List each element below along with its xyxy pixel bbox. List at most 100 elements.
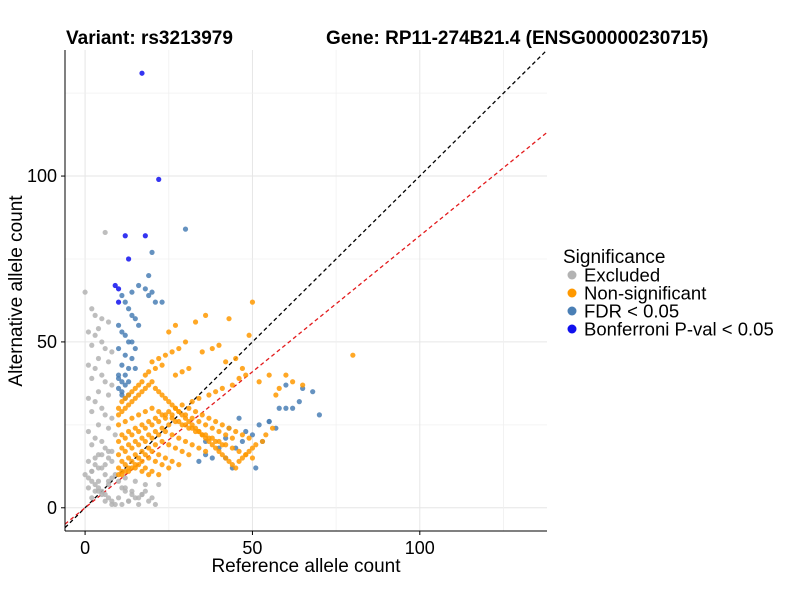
point-non-significant [179, 422, 185, 428]
point-non-significant [159, 392, 165, 398]
legend-label: Non-significant [584, 283, 706, 304]
point-non-significant [179, 448, 185, 454]
point-non-significant [139, 458, 145, 464]
point-non-significant [236, 458, 242, 464]
point-excluded [132, 478, 138, 484]
point-non-significant [132, 385, 138, 391]
point-non-significant [166, 408, 172, 415]
point-non-significant [166, 422, 172, 428]
point-excluded [102, 445, 108, 451]
point-non-significant [156, 355, 162, 362]
point-non-significant [196, 395, 202, 401]
point-non-significant [139, 379, 145, 385]
point-non-significant [136, 462, 142, 468]
point-non-significant [139, 389, 145, 395]
point-excluded [89, 442, 95, 448]
point-excluded [112, 432, 118, 438]
point-excluded [152, 501, 158, 508]
point-fdr-0-05 [149, 249, 155, 255]
point-non-significant [219, 385, 225, 391]
point-non-significant [149, 468, 155, 474]
chart-title-variant: Variant: rs3213979 [66, 28, 233, 49]
point-non-significant [236, 375, 242, 382]
point-excluded [102, 472, 108, 478]
legend-key [567, 270, 577, 280]
point-non-significant [115, 438, 122, 445]
point-non-significant [179, 402, 185, 408]
point-excluded [85, 362, 92, 368]
point-non-significant [216, 342, 222, 348]
point-non-significant [269, 425, 276, 431]
point-excluded [99, 316, 105, 322]
point-excluded [102, 345, 108, 352]
point-non-significant [196, 418, 202, 425]
point-bonferroni-p-val-0-05 [142, 233, 148, 239]
point-excluded [139, 491, 145, 498]
point-fdr-0-05 [142, 286, 148, 292]
point-excluded [92, 435, 98, 441]
x-tick-label: 0 [80, 538, 90, 558]
point-fdr-0-05 [119, 292, 125, 299]
point-non-significant [159, 438, 165, 445]
point-excluded [105, 455, 112, 461]
point-non-significant [226, 458, 232, 464]
point-fdr-0-05 [209, 455, 215, 461]
point-excluded [95, 465, 102, 471]
point-excluded [109, 458, 115, 464]
point-non-significant [119, 472, 125, 478]
point-fdr-0-05 [129, 355, 135, 362]
point-bonferroni-p-val-0-05 [122, 233, 128, 239]
point-excluded [142, 481, 148, 488]
point-excluded [92, 312, 98, 318]
point-fdr-0-05 [239, 438, 246, 445]
legend-key [567, 324, 577, 334]
point-non-significant [182, 438, 189, 445]
point-fdr-0-05 [119, 362, 125, 368]
point-non-significant [132, 425, 138, 431]
point-non-significant [172, 322, 179, 328]
point-non-significant [283, 372, 289, 378]
point-excluded [102, 229, 108, 236]
point-fdr-0-05 [159, 299, 165, 305]
point-non-significant [223, 432, 229, 438]
point-fdr-0-05 [122, 352, 128, 358]
point-non-significant [229, 382, 235, 388]
point-excluded [102, 498, 108, 504]
point-excluded [105, 392, 112, 398]
point-non-significant [206, 435, 212, 441]
legend-label: Excluded [584, 265, 660, 286]
point-non-significant [152, 415, 158, 421]
point-non-significant [213, 389, 219, 395]
point-non-significant [239, 432, 246, 438]
point-excluded [85, 395, 92, 401]
point-excluded [92, 455, 98, 461]
point-non-significant [216, 448, 222, 454]
point-non-significant [169, 402, 175, 408]
point-fdr-0-05 [129, 339, 135, 345]
point-non-significant [139, 422, 145, 428]
point-non-significant [136, 442, 142, 448]
point-excluded [102, 412, 108, 418]
point-non-significant [263, 432, 269, 438]
point-fdr-0-05 [115, 345, 122, 352]
point-fdr-0-05 [122, 332, 128, 338]
point-non-significant [209, 345, 215, 352]
point-non-significant [192, 428, 199, 435]
point-excluded [105, 448, 112, 454]
point-non-significant [132, 465, 138, 471]
point-non-significant [162, 415, 169, 421]
point-fdr-0-05 [296, 399, 302, 405]
point-non-significant [149, 448, 155, 454]
point-non-significant [142, 452, 148, 458]
point-excluded [105, 359, 112, 365]
point-excluded [99, 405, 105, 411]
point-non-significant [149, 405, 155, 411]
point-non-significant [172, 418, 179, 425]
data-points [82, 70, 356, 508]
point-non-significant [125, 442, 132, 448]
point-bonferroni-p-val-0-05 [112, 282, 118, 289]
point-non-significant [266, 372, 272, 378]
point-excluded [109, 498, 115, 504]
point-non-significant [156, 452, 162, 458]
